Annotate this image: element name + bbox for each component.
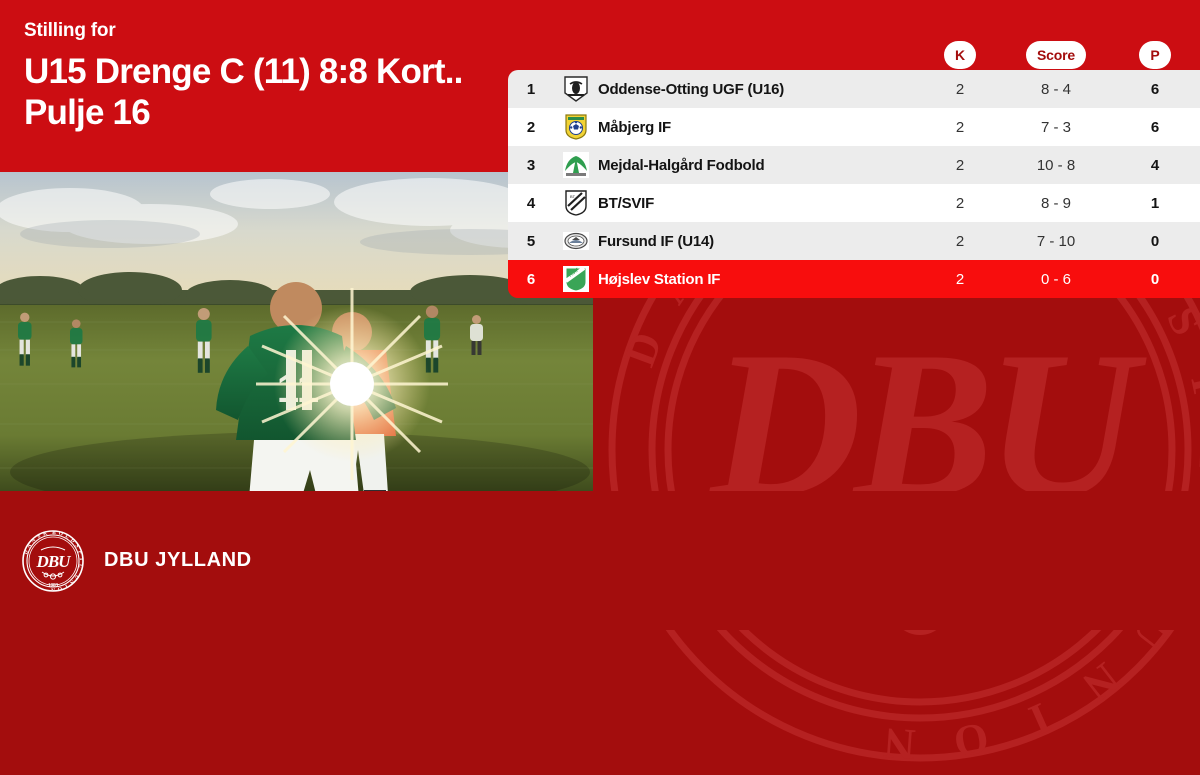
svg-text:BT: BT: [570, 194, 576, 199]
row-position: 6: [526, 270, 536, 288]
svg-text:U: U: [73, 573, 80, 580]
table-row[interactable]: 6 HSIF Højslev Station IF 2 0 - 6 0: [508, 260, 1200, 298]
svg-text:DBU: DBU: [36, 552, 72, 571]
row-team-name: Mejdal-Halgård Fodbold: [598, 156, 765, 174]
dbu-seal-logo-icon: D A N S K B O L D S P I L U N I O N ·188…: [22, 530, 84, 592]
crest-hojslev-icon: HSIF: [554, 266, 598, 292]
svg-text:N: N: [68, 578, 75, 585]
row-position: 3: [526, 156, 536, 174]
row-team-name: Måbjerg IF: [598, 118, 672, 136]
row-score: 8 - 9: [1040, 194, 1071, 212]
row-matches: 2: [955, 80, 965, 98]
row-score: 7 - 10: [1036, 232, 1076, 250]
svg-text:I: I: [1022, 693, 1058, 745]
row-points: 4: [1150, 156, 1160, 174]
table-row[interactable]: 2 Måbjerg IF 2 7 - 3 6: [508, 108, 1200, 146]
page-title: U15 Drenge C (11) 8:8 Kort.. Pulje 16: [24, 51, 463, 133]
row-score: 0 - 6: [1040, 270, 1071, 288]
match-photo: 11: [0, 172, 593, 491]
crest-bt-svif-icon: BT: [554, 190, 598, 216]
standings-table: 1 Oddense-Otting UGF (U16) 2 8 - 4 6 2: [508, 70, 1200, 298]
crest-maabjerg-icon: [554, 114, 598, 140]
table-row[interactable]: 3 Mejdal-Halgård Fodbold 2 10 - 8 4: [508, 146, 1200, 184]
page-eyebrow: Stilling for: [24, 20, 116, 41]
row-points: 6: [1150, 118, 1160, 136]
row-team-name: Højslev Station IF: [598, 270, 721, 288]
svg-text:P: P: [76, 549, 83, 555]
svg-text:P: P: [1181, 371, 1200, 407]
row-team-name: Fursund IF (U14): [598, 232, 714, 250]
svg-text:L: L: [77, 563, 84, 568]
row-points: 6: [1150, 80, 1160, 98]
row-position: 2: [526, 118, 536, 136]
svg-text:A: A: [26, 542, 33, 549]
row-team-name: BT/SVIF: [598, 194, 655, 212]
svg-text:S: S: [36, 533, 42, 540]
svg-text:N: N: [882, 718, 917, 769]
row-score: 8 - 4: [1040, 80, 1071, 98]
table-row[interactable]: 4 BT BT/SVIF 2 8 - 9 1: [508, 184, 1200, 222]
title-block: Stilling for U15 Drenge C (11) 8:8 Kort.…: [24, 20, 494, 133]
table-row[interactable]: 1 Oddense-Otting UGF (U16) 2 8 - 4 6: [508, 70, 1200, 108]
row-matches: 2: [955, 118, 965, 136]
svg-text:K: K: [42, 530, 48, 537]
row-position: 5: [526, 232, 536, 250]
svg-text:N: N: [30, 537, 37, 544]
footer-bar: D A N S K B O L D S P I L U N I O N ·188…: [0, 491, 1200, 630]
svg-text:I: I: [1190, 451, 1200, 470]
svg-text:D: D: [615, 326, 672, 373]
svg-text:O: O: [58, 530, 64, 537]
row-score: 10 - 8: [1036, 156, 1076, 174]
svg-text:D: D: [69, 537, 76, 544]
table-row[interactable]: 5 Fursund IF (U14) 2 7 - 10 0: [508, 222, 1200, 260]
crest-mejdal-halgaard-icon: [554, 152, 598, 178]
row-points: 1: [1150, 194, 1160, 212]
svg-text:O: O: [57, 584, 63, 591]
row-points: 0: [1150, 270, 1160, 288]
crest-fursund-icon: [554, 228, 598, 254]
svg-text:D: D: [23, 549, 30, 555]
svg-text:·1889·: ·1889·: [46, 583, 60, 588]
svg-text:S: S: [73, 543, 80, 549]
row-points: 0: [1150, 232, 1160, 250]
row-position: 4: [526, 194, 536, 212]
svg-text:S: S: [1157, 299, 1200, 342]
svg-text:N: N: [51, 586, 55, 592]
row-position: 1: [526, 80, 536, 98]
svg-text:O: O: [950, 713, 992, 767]
row-matches: 2: [955, 232, 965, 250]
svg-text:L: L: [64, 533, 70, 540]
row-matches: 2: [955, 194, 965, 212]
row-team-name: Oddense-Otting UGF (U16): [598, 80, 785, 98]
svg-text:B: B: [52, 530, 56, 536]
svg-text:I: I: [64, 582, 69, 588]
svg-text:N: N: [1074, 653, 1129, 711]
dbu-wordmark: DBU JYLLAND: [104, 549, 252, 571]
row-matches: 2: [955, 270, 965, 288]
svg-text:HSIF: HSIF: [568, 267, 581, 279]
svg-text:I: I: [78, 557, 84, 560]
crest-oddense-otting-icon: [554, 76, 598, 102]
row-matches: 2: [955, 156, 965, 174]
row-score: 7 - 3: [1040, 118, 1071, 136]
